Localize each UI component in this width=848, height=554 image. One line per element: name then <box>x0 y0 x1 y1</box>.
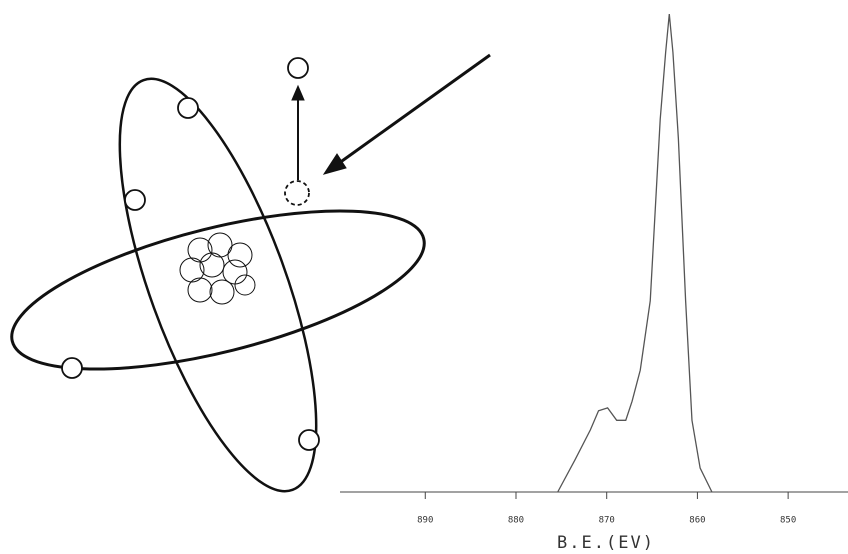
arrow <box>334 53 491 168</box>
x-tick-label: 860 <box>689 516 705 526</box>
x-axis-label: B.E.(EV) <box>557 533 655 553</box>
arrow-head <box>291 84 305 101</box>
x-tick-label: 880 <box>508 516 524 526</box>
x-tick-label: 850 <box>780 516 796 526</box>
spectrum-line <box>557 13 713 493</box>
orbit <box>118 77 318 493</box>
arrow-head <box>322 153 347 175</box>
nucleus <box>179 232 256 305</box>
atom <box>10 53 491 493</box>
x-tick-label: 890 <box>417 516 433 526</box>
x-tick-label: 870 <box>599 516 615 526</box>
orbit <box>10 209 426 371</box>
electrons <box>61 57 320 451</box>
